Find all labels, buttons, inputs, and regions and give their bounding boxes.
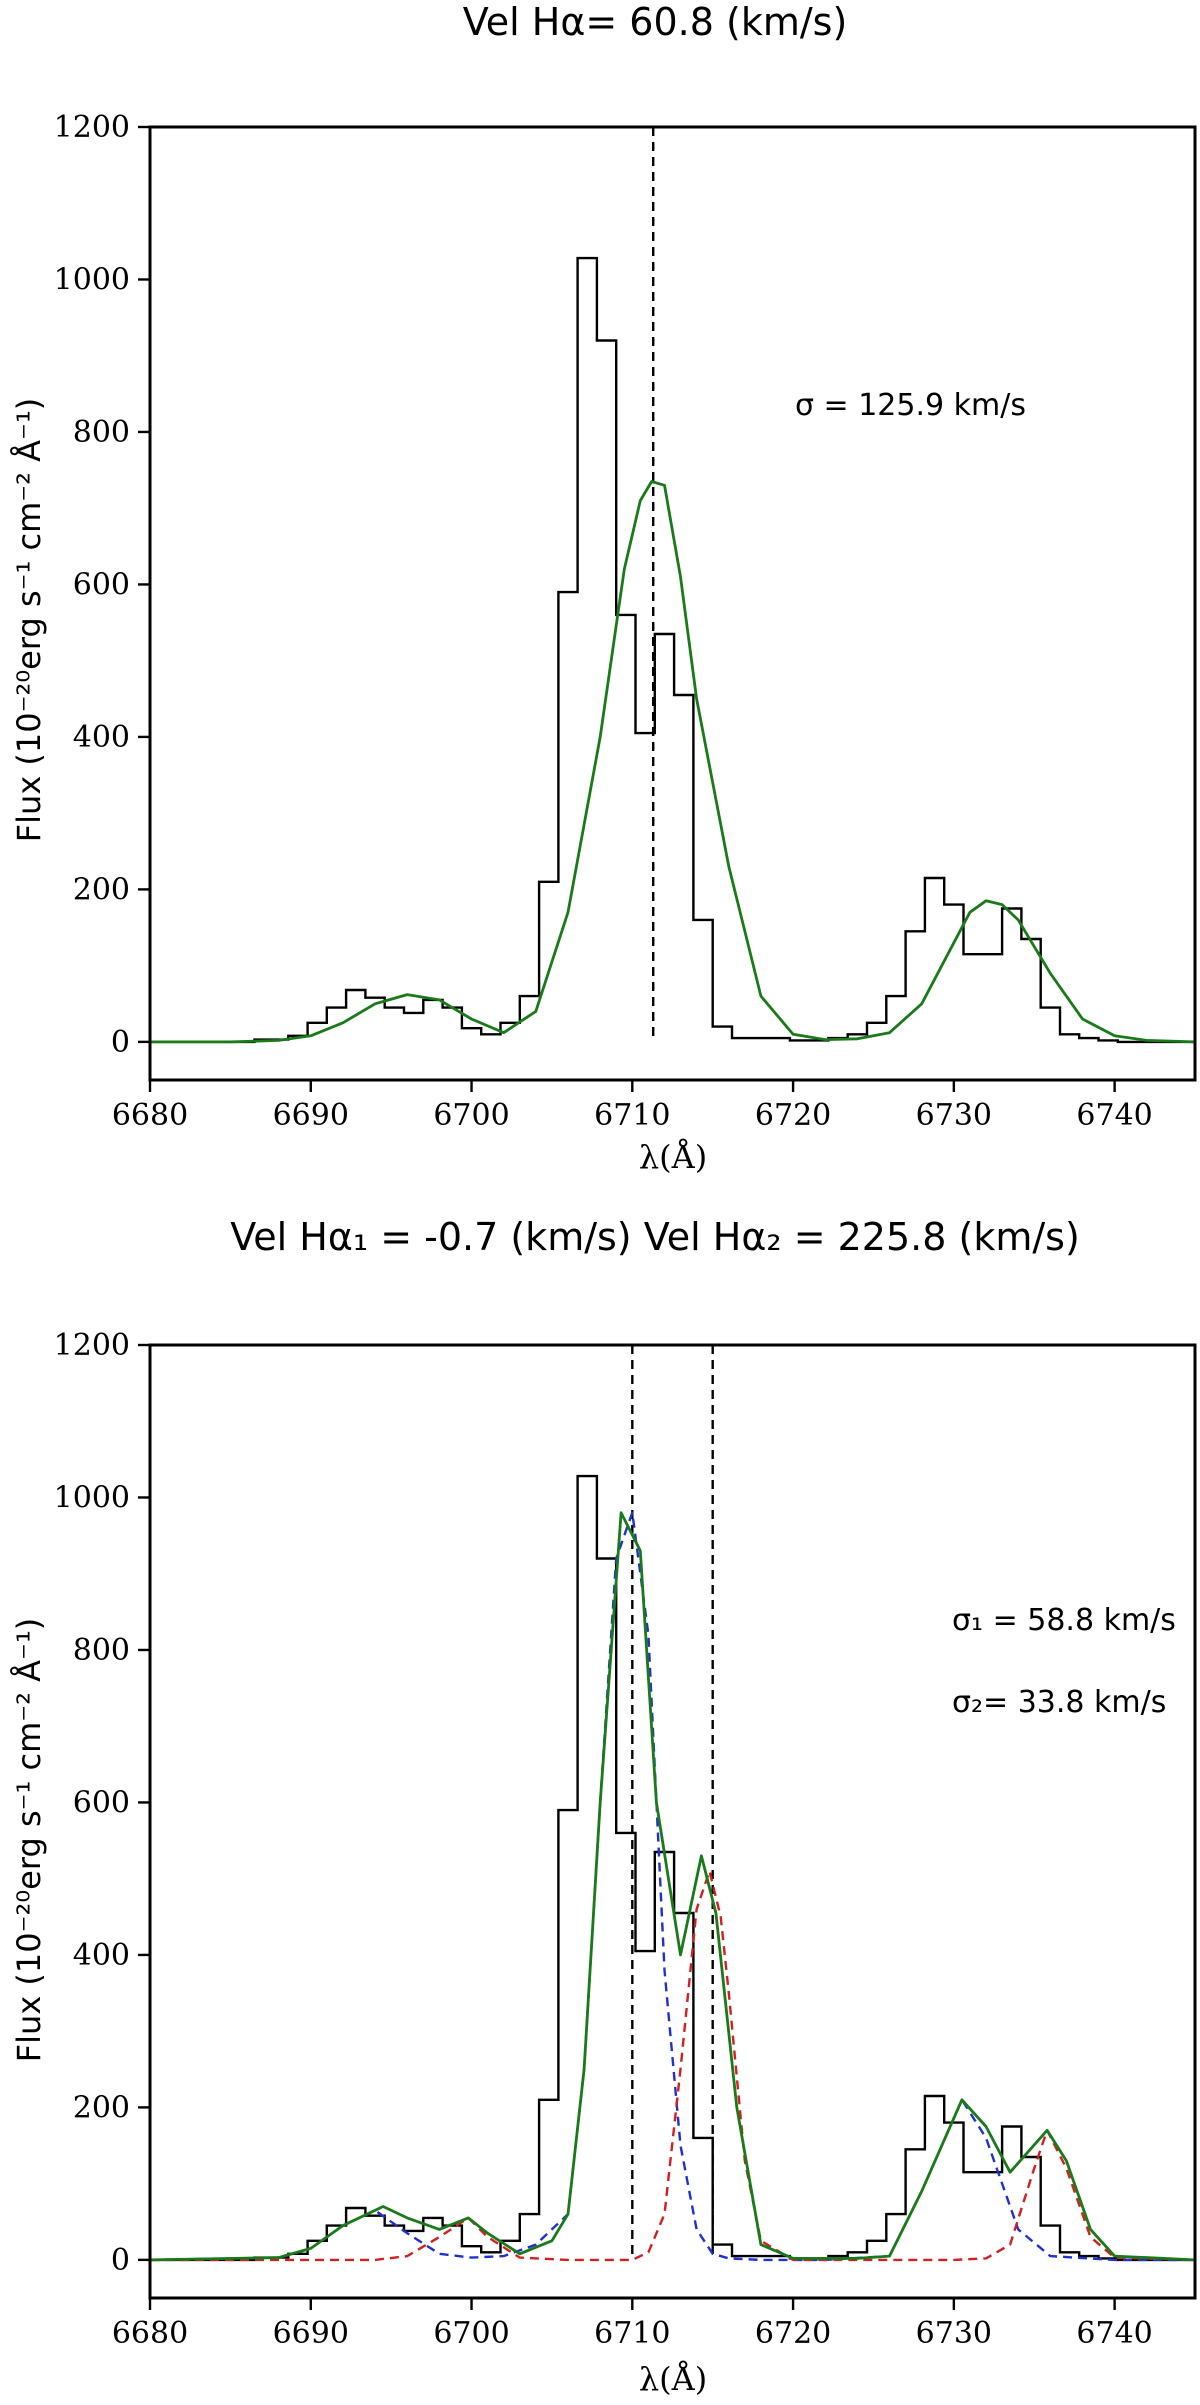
panel-title: Vel Hα= 60.8 (km/s): [463, 0, 848, 44]
axes-frame: [148, 1343, 1197, 2300]
x-axis-label: λ(Å): [639, 2360, 707, 2398]
axes-frame: [148, 125, 1197, 1082]
y-tick-label: 1200: [54, 110, 130, 145]
x-axis-label: λ(Å): [639, 1138, 707, 1176]
y-tick-label: 400: [73, 720, 130, 755]
y-axis-label: Flux (10⁻²⁰erg s⁻¹ cm⁻² Å⁻¹): [10, 1618, 48, 2063]
x-tick-label: 6700: [433, 1098, 509, 1133]
x-tick-label: 6730: [916, 1098, 992, 1133]
x-tick-label: 6690: [273, 1098, 349, 1133]
fit-line: [150, 480, 1195, 1044]
y-tick-label: 1000: [54, 1480, 130, 1515]
plot-area: [150, 127, 1195, 1044]
y-tick-label: 0: [111, 1025, 130, 1060]
sigma1-annotation: σ₁ = 58.8 km/s: [952, 1603, 1176, 1638]
sigma2-annotation: σ₂= 33.8 km/s: [952, 1685, 1166, 1720]
x-tick-label: 6680: [112, 2316, 188, 2351]
y-tick-label: 800: [73, 1633, 130, 1668]
x-tick-label: 6700: [433, 2316, 509, 2351]
y-tick-label: 400: [73, 1938, 130, 1973]
x-tick-label: 6730: [916, 2316, 992, 2351]
x-tick-label: 6740: [1076, 2316, 1152, 2351]
x-tick-label: 6720: [755, 2316, 831, 2351]
y-tick-label: 1200: [54, 1328, 130, 1363]
x-tick-label: 6680: [112, 1098, 188, 1133]
panel-title: Vel Hα₁ = -0.7 (km/s) Vel Hα₂ = 225.8 (k…: [230, 1215, 1080, 1259]
y-tick-label: 800: [73, 415, 130, 450]
y-tick-label: 600: [73, 1785, 130, 1820]
observed-spectrum-steps: [150, 1474, 1195, 2262]
panel-two-component: Vel Hα₁ = -0.7 (km/s) Vel Hα₂ = 225.8 (k…: [10, 1215, 1197, 2398]
y-tick-label: 200: [73, 872, 130, 907]
sigma-annotation: σ = 125.9 km/s: [795, 388, 1026, 423]
x-tick-label: 6720: [755, 1098, 831, 1133]
component2-dashed-line: [150, 1869, 1195, 2262]
component1-dashed-line: [150, 1511, 1195, 2262]
x-tick-label: 6710: [594, 2316, 670, 2351]
y-tick-label: 600: [73, 567, 130, 602]
plot-area: [150, 1345, 1195, 2262]
x-tick-label: 6690: [273, 2316, 349, 2351]
y-axis-label: Flux (10⁻²⁰erg s⁻¹ cm⁻² Å⁻¹): [10, 398, 48, 843]
x-tick-label: 6740: [1076, 1098, 1152, 1133]
y-tick-label: 200: [73, 2090, 130, 2125]
panel-single-gaussian: Vel Hα= 60.8 (km/s) σ = 125.9 km/s λ(Å) …: [10, 0, 1197, 1176]
observed-spectrum-steps: [150, 256, 1195, 1044]
y-tick-label: 0: [111, 2243, 130, 2278]
fit-line: [150, 1511, 1195, 2262]
x-tick-label: 6710: [594, 1098, 670, 1133]
y-tick-label: 1000: [54, 262, 130, 297]
